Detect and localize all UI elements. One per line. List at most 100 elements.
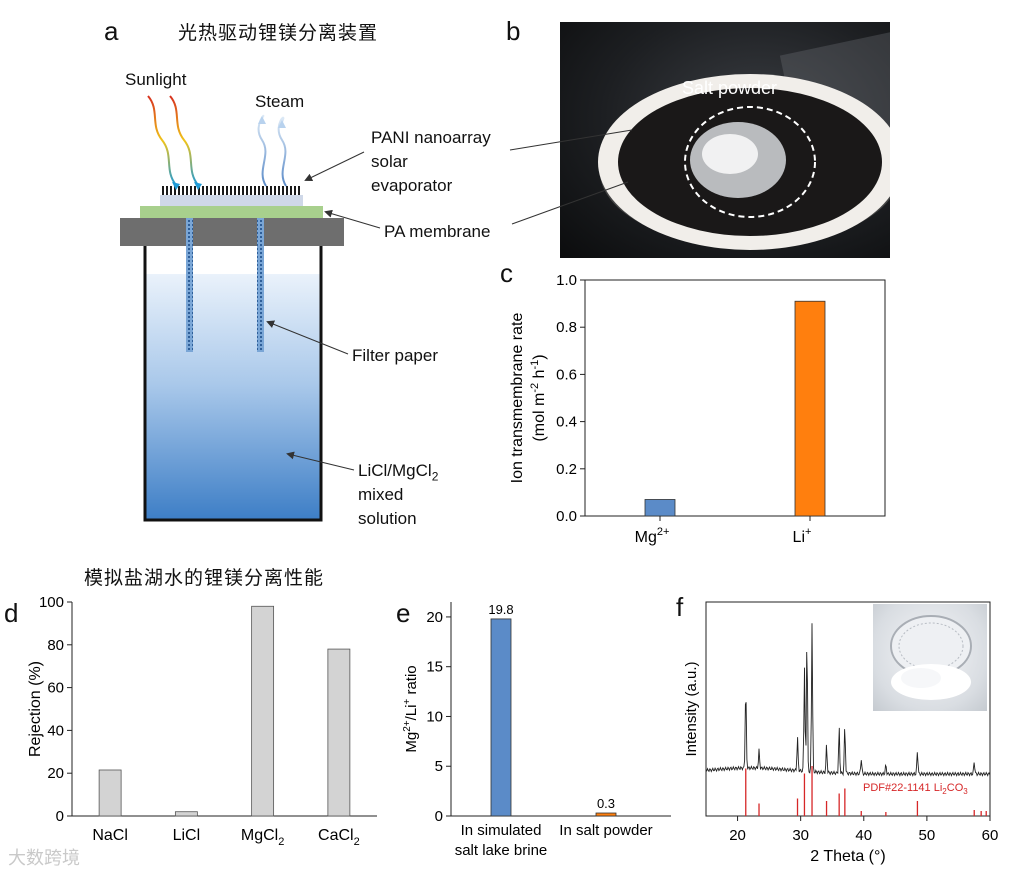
nanoarray-pillar [270, 186, 272, 195]
solution-label-main: LiCl/MgCl [358, 461, 432, 480]
y-axis-label: Mg2+/Li+ ratio [402, 665, 420, 752]
x-tick-label: Li+ [793, 526, 812, 546]
y-tick-label: 40 [47, 722, 64, 739]
membrane-label: PA membrane [384, 222, 491, 241]
y-axis-label-part: ratio [403, 665, 420, 698]
x-tick-label: LiCl [173, 827, 201, 844]
panel-a-title: 光热驱动锂镁分离装置 [178, 22, 379, 44]
y-axis-label-line1: Ion transmembrane rate [509, 313, 526, 484]
y-axis-label-part: /Li [403, 705, 420, 721]
nanoarray-pillar [234, 186, 236, 195]
y-tick-label: 10 [426, 708, 443, 725]
y-tick-label: 0 [435, 808, 443, 825]
nanoarray-pillar [290, 186, 292, 195]
photo-pointers [509, 129, 633, 225]
panel-letter-c: c [500, 258, 513, 288]
x-tick-label: 40 [855, 827, 872, 844]
y-axis-label: Ion transmembrane rate (mol m-2 h-1) [509, 313, 548, 484]
nanoarray-pillar [230, 186, 232, 195]
x-tick-label: Mg2+ [635, 526, 670, 546]
pa-membrane [140, 206, 323, 218]
y-tick-label: 5 [435, 758, 443, 775]
pdf-label-sub: 2 [942, 787, 947, 796]
solution-label-3: solution [358, 509, 417, 528]
steam-wave-2 [277, 116, 287, 187]
y-axis-label-part: h [531, 370, 548, 383]
panel-d-title: 模拟盐湖水的锂镁分离性能 [84, 567, 325, 589]
y-axis-label: Intensity (a.u.) [683, 661, 700, 756]
y-axis-label-sup: -2 [529, 383, 541, 393]
x-tick-label: 60 [982, 827, 999, 844]
filter-paper-label: Filter paper [352, 346, 438, 365]
bar-cacl [327, 648, 351, 817]
nanoarray-pillar [250, 186, 252, 195]
nanoarray-pillar [166, 186, 168, 195]
y-tick-label: 20 [426, 609, 443, 626]
y-axis-label: Rejection (%) [27, 661, 44, 757]
nanoarray-pillar [194, 186, 196, 195]
steam-wave-1 [257, 114, 267, 187]
bar-salt-powder [595, 812, 617, 817]
panel-letter-f: f [676, 592, 684, 622]
membrane-pointer [324, 209, 381, 229]
nanoarray-pillar [214, 186, 216, 195]
nanoarray-pillar [174, 186, 176, 195]
nanoarray-pillar [222, 186, 224, 195]
y-tick-label: 20 [47, 765, 64, 782]
nanoarray-pillar [246, 186, 248, 195]
x-tick-label: In salt powder [559, 822, 652, 839]
nanoarray-pillar [190, 186, 192, 195]
x-tick-label: In simulated [461, 822, 542, 839]
nanoarray-pillar [242, 186, 244, 195]
y-axis-label-group: Mg2+/Li+ ratio [402, 665, 420, 752]
y-axis-label-sup: + [402, 699, 413, 705]
y-tick-label: 15 [426, 659, 443, 676]
x-tick-sub: 2 [278, 836, 284, 848]
y-tick-label: 0.4 [556, 414, 577, 431]
x-tick-label: 50 [919, 827, 936, 844]
nanoarray-pillar [218, 186, 220, 195]
y-tick-label: 80 [47, 637, 64, 654]
sunlight-ray-2 [169, 95, 199, 186]
nanoarray-pillar [254, 186, 256, 195]
bar-li [794, 300, 826, 517]
y-axis-label-line2: (mol m-2 h-1) [529, 354, 548, 441]
lid [120, 218, 344, 246]
nanoarray-pillar [162, 186, 164, 195]
plot-frame [584, 279, 886, 517]
nanoarray-pillar [170, 186, 172, 195]
salt-powder-label: Salt powder [682, 78, 778, 98]
solution-pointer [286, 451, 355, 471]
value-label: 0.3 [597, 796, 615, 811]
evaporator-pointer [304, 151, 365, 181]
salt-powder-photo: Salt powder [560, 22, 890, 258]
photo-drawing [598, 30, 890, 250]
y-tick-label: 60 [47, 680, 64, 697]
x-tick-sup: 2+ [657, 526, 670, 538]
sunlight-label: Sunlight [125, 70, 187, 89]
filter-paper-strip-1 [186, 218, 193, 352]
chart-c: 0.0 0.2 0.4 0.6 0.8 1.0 Mg2+ Li+ Ion transmembra… [509, 272, 886, 546]
y-tick-label: 100 [39, 594, 64, 611]
steam-label: Steam [255, 92, 305, 111]
nanoarray-pillar [286, 186, 288, 195]
nanoarray-pillar [178, 186, 180, 195]
li2co3-product-photo [873, 604, 987, 711]
y-tick-label: 0.2 [556, 461, 577, 478]
evaporator-base [160, 195, 303, 206]
bar-mgcl [251, 605, 275, 817]
nanoarray-pillar [298, 186, 300, 195]
xrd-pattern-line [705, 623, 991, 777]
nanoarray-pillar [274, 186, 276, 195]
x-tick-label: salt lake brine [455, 842, 548, 859]
sunlight-ray-1 [147, 95, 177, 186]
x-tick-label: CaCl2 [318, 827, 360, 848]
nanoarray-pillar [278, 186, 280, 195]
chart-e: 0 5 10 15 20 19.8 In simulated salt lake brine 0… [402, 602, 671, 859]
y-tick-label: 1.0 [556, 272, 577, 289]
solution-label-sub: 2 [431, 469, 439, 484]
evaporator-label-1: PANI nanoarray [371, 128, 491, 147]
solution-fill [145, 274, 321, 520]
y-axis-label-sup: 2+ [402, 720, 413, 732]
chart-d: 0 20 40 60 80 100 NaCl LiCl MgCl2 CaCl2 Rejection … [27, 594, 377, 848]
